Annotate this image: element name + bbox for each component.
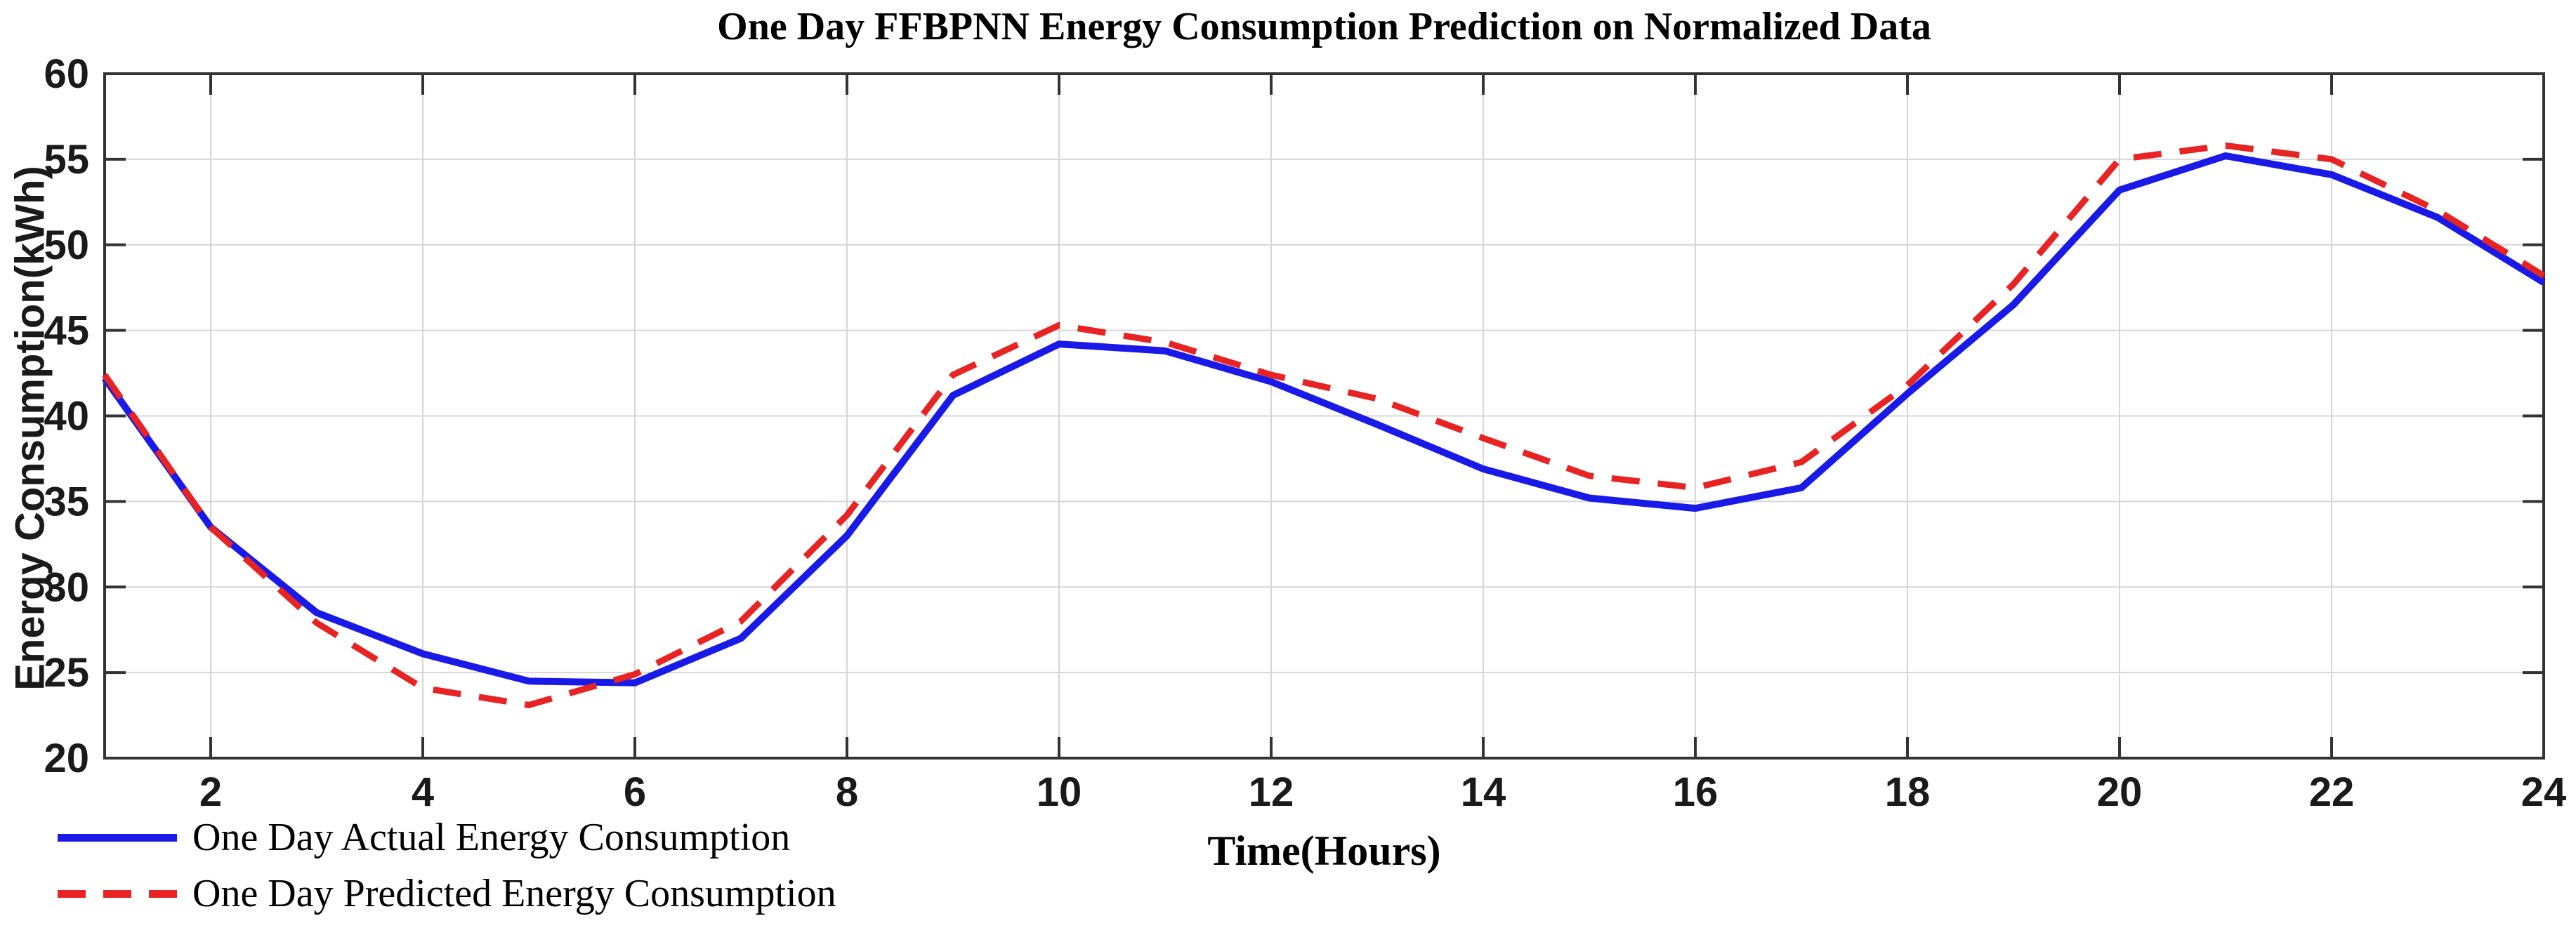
svg-text:4: 4 <box>412 769 434 815</box>
svg-text:40: 40 <box>44 394 89 439</box>
svg-text:8: 8 <box>836 769 858 815</box>
svg-text:22: 22 <box>2309 769 2355 815</box>
chart-title: One Day FFBPNN Energy Consumption Predic… <box>717 5 1931 48</box>
svg-text:45: 45 <box>44 308 89 354</box>
svg-text:12: 12 <box>1249 769 1294 815</box>
svg-text:55: 55 <box>44 137 89 183</box>
svg-text:18: 18 <box>1885 769 1931 815</box>
legend-label-actual: One Day Actual Energy Consumption <box>192 816 791 859</box>
x-axis-label: Time(Hours) <box>1207 828 1441 874</box>
legend-item-predicted: One Day Predicted Energy Consumption <box>58 870 836 917</box>
svg-text:16: 16 <box>1673 769 1719 815</box>
legend: One Day Actual Energy Consumption One Da… <box>58 814 836 917</box>
svg-text:20: 20 <box>44 736 89 781</box>
legend-label-predicted: One Day Predicted Energy Consumption <box>192 872 836 915</box>
svg-text:14: 14 <box>1461 769 1506 815</box>
svg-text:24: 24 <box>2521 769 2567 815</box>
svg-text:6: 6 <box>624 769 646 815</box>
svg-text:35: 35 <box>44 479 89 524</box>
y-axis-label: Energy Consumption(kWh) <box>7 166 53 691</box>
svg-text:25: 25 <box>44 650 89 696</box>
solid-line-swatch <box>58 833 177 842</box>
svg-text:60: 60 <box>44 51 89 97</box>
svg-text:20: 20 <box>2097 769 2143 815</box>
svg-text:2: 2 <box>199 769 222 815</box>
dashed-line-swatch <box>58 889 177 898</box>
svg-text:50: 50 <box>44 223 89 268</box>
svg-text:30: 30 <box>44 564 89 610</box>
svg-text:10: 10 <box>1037 769 1082 815</box>
legend-item-actual: One Day Actual Energy Consumption <box>58 814 836 861</box>
